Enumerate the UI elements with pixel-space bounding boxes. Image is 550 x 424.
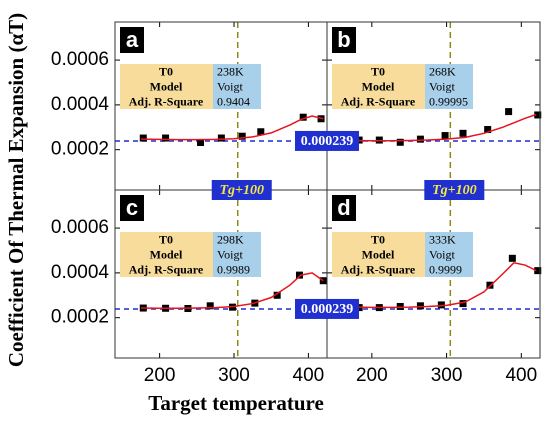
data-point	[505, 108, 513, 116]
data-point	[257, 128, 265, 136]
table-label-bg	[120, 64, 213, 109]
fit-line	[353, 113, 537, 142]
table-label: Model	[362, 247, 395, 261]
table-value: 0.9989	[217, 262, 250, 276]
panel-letter: d	[337, 195, 350, 220]
y-tick-label: 0.0004	[51, 94, 110, 115]
ref-y-label-bg	[295, 130, 359, 151]
table-label-bg	[120, 232, 213, 277]
data-point	[484, 126, 492, 134]
ref-y-label: 0.000239	[301, 134, 354, 149]
ref-x-label-bg	[211, 180, 272, 200]
y-tick-label: 0.0004	[51, 262, 110, 283]
data-point	[217, 134, 225, 142]
table-value: 268K	[429, 64, 456, 78]
table-value: Voigt	[217, 247, 243, 261]
x-tick-label: 400	[505, 365, 537, 386]
table-value: Voigt	[429, 247, 455, 261]
data-point	[534, 267, 542, 275]
panel-letter: c	[126, 195, 138, 220]
table-value: 0.99995	[429, 94, 468, 108]
data-point	[416, 135, 424, 143]
table-label: Adj. R-Square	[341, 94, 416, 108]
table-value-bg	[213, 232, 261, 277]
panel-letter-bg	[332, 27, 356, 53]
table-value: 0.9999	[429, 262, 462, 276]
table-label: T0	[159, 64, 173, 78]
table-value: 298K	[217, 232, 244, 246]
y-tick-label: 0.0006	[51, 49, 109, 70]
fit-line	[353, 261, 537, 309]
panel-letter: a	[126, 27, 139, 52]
table-label: Adj. R-Square	[129, 262, 204, 276]
data-point	[299, 113, 307, 121]
data-point	[508, 254, 516, 262]
table-label: T0	[159, 232, 173, 246]
table-label: T0	[371, 64, 385, 78]
data-point	[459, 300, 467, 308]
data-point	[206, 302, 214, 310]
table-value-bg	[213, 64, 261, 109]
table-label-bg	[332, 232, 425, 277]
data-point	[396, 302, 404, 310]
table-value: 333K	[429, 232, 456, 246]
x-tick-label: 200	[144, 365, 176, 386]
data-point	[295, 271, 303, 279]
fit-line	[141, 272, 324, 310]
data-point	[396, 138, 404, 146]
panel: T0 333K Model Voigt Adj. R-Square 0.9999 d	[326, 189, 542, 359]
table-label: Model	[362, 79, 395, 93]
table-label: Adj. R-Square	[341, 262, 416, 276]
data-point	[437, 301, 445, 309]
table-value: Voigt	[217, 79, 243, 93]
table-value-bg	[425, 64, 473, 109]
fit-line	[141, 115, 324, 141]
table-label-bg	[332, 64, 425, 109]
x-tick-label: 300	[431, 365, 463, 386]
panel: T0 298K Model Voigt Adj. R-Square 0.9989 c	[114, 189, 328, 359]
table-label: Model	[150, 247, 183, 261]
y-tick-label: 0.0002	[51, 139, 109, 160]
x-tick-label: 400	[293, 365, 325, 386]
panel: T0 238K Model Voigt Adj. R-Square 0.9404 a	[114, 21, 328, 191]
ref-x-label: Tg+100	[432, 183, 477, 198]
ref-x-label-bg	[424, 180, 485, 200]
panel-letter: b	[337, 27, 350, 52]
panel: T0 268K Model Voigt Adj. R-Square 0.99995 b	[326, 21, 542, 191]
x-tick-label: 300	[218, 365, 250, 386]
panel-letter-bg	[120, 195, 144, 221]
data-point	[416, 302, 424, 310]
table-label: Model	[150, 79, 183, 93]
x-tick-label: 200	[356, 365, 388, 386]
table-label: T0	[371, 232, 385, 246]
y-tick-label: 0.0006	[51, 217, 109, 238]
data-point	[162, 134, 170, 142]
panel-letter-bg	[120, 27, 144, 53]
panel-letter-bg	[332, 195, 356, 221]
table-label: Adj. R-Square	[129, 94, 204, 108]
data-point	[139, 134, 147, 142]
ref-y-label: 0.000239	[301, 302, 354, 317]
ref-y-label-bg	[295, 298, 359, 319]
y-tick-label: 0.0002	[51, 307, 109, 328]
data-point	[197, 139, 205, 147]
data-point	[441, 132, 449, 140]
x-axis-title: Target temperature	[148, 391, 324, 415]
table-value: Voigt	[429, 79, 455, 93]
table-value: 0.9404	[217, 94, 250, 108]
table-value: 238K	[217, 64, 244, 78]
ref-x-label: Tg+100	[219, 183, 264, 198]
data-point	[238, 132, 246, 140]
data-point	[534, 111, 542, 119]
data-point	[273, 291, 281, 299]
table-value-bg	[425, 232, 473, 277]
y-axis-title: Coefficient Of Thermal Expansion (αT)	[4, 13, 28, 367]
data-point	[459, 129, 467, 137]
